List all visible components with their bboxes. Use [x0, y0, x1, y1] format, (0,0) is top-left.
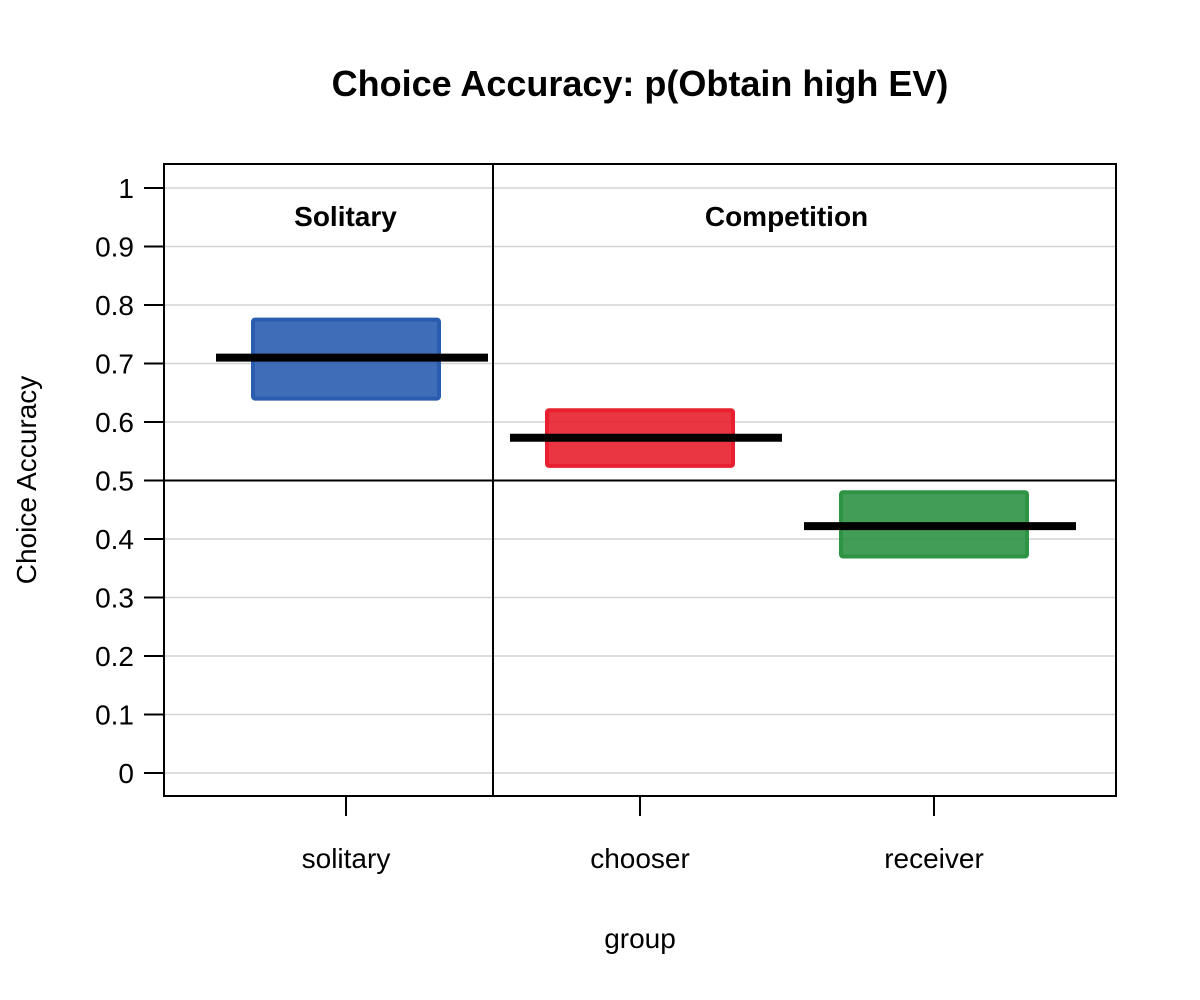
x-tick-label-chooser: chooser	[590, 843, 690, 874]
y-axis: 0 0.1 0.2 0.3 0.4 0.5 0.6 0.7 0.8 0.9 1	[95, 173, 164, 789]
y-tick-label: 0.5	[95, 466, 134, 497]
x-tick-label-solitary: solitary	[302, 843, 391, 874]
x-axis: solitary chooser receiver	[302, 796, 984, 874]
chart-title: Choice Accuracy: p(Obtain high EV)	[332, 63, 949, 104]
y-tick-label: 0.2	[95, 641, 134, 672]
y-tick-label: 0.6	[95, 407, 134, 438]
y-axis-label: Choice Accuracy	[11, 376, 42, 585]
y-tick-label: 0.1	[95, 700, 134, 731]
y-tick-label: 0.7	[95, 349, 134, 380]
x-tick-label-receiver: receiver	[884, 843, 984, 874]
y-tick-label: 0.3	[95, 583, 134, 614]
y-tick-label: 0.8	[95, 290, 134, 321]
panel-labels: Solitary Competition	[294, 201, 868, 232]
y-tick-label: 0	[118, 758, 134, 789]
panel-label-competition: Competition	[705, 201, 868, 232]
x-axis-label: group	[604, 923, 676, 954]
y-tick-label: 1	[118, 173, 134, 204]
panel-label-solitary: Solitary	[294, 201, 397, 232]
mean-lines	[216, 353, 1076, 531]
y-tick-label: 0.9	[95, 232, 134, 263]
y-tick-label: 0.4	[95, 524, 134, 555]
